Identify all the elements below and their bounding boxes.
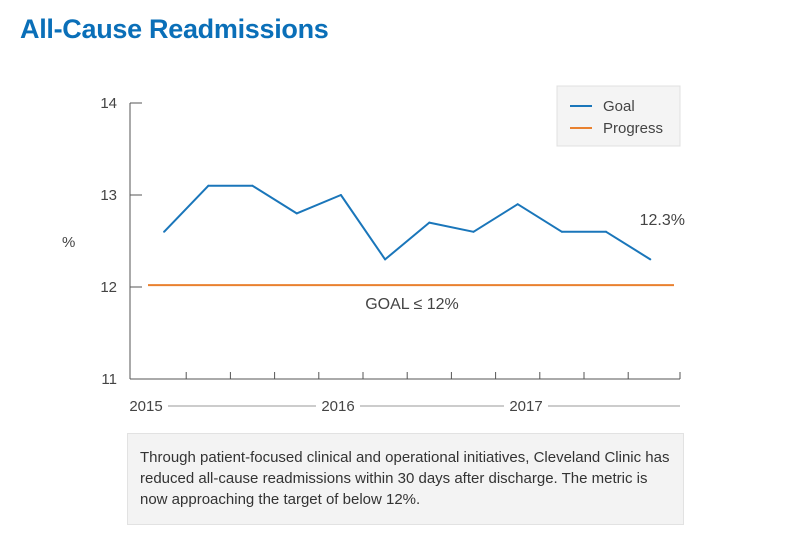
data-point	[472, 230, 475, 233]
data-point	[560, 230, 563, 233]
legend-box	[556, 85, 681, 147]
readmissions-line-chart: 11 12 13 14% 2015 2016 2017 12.3% GOAL ≤ 12% Go…	[62, 85, 685, 415]
legend-label-progress: Progress	[603, 120, 663, 137]
y-tick-label: 11	[101, 371, 117, 388]
x-year-label: 2017	[509, 398, 542, 415]
chart-legend: Goal Progress	[556, 85, 681, 147]
end-value-label: 12.3%	[640, 212, 685, 229]
legend-label-goal: Goal	[603, 98, 635, 115]
data-point	[428, 221, 431, 224]
caption-box: Through patient-focused clinical and ope…	[127, 433, 684, 525]
data-point	[251, 184, 254, 187]
y-tick-label: 12	[100, 279, 117, 296]
data-point	[516, 203, 519, 206]
series-line-goal	[163, 184, 651, 261]
data-point	[649, 258, 652, 261]
goal-line-label: GOAL ≤ 12%	[365, 296, 459, 313]
x-year-label: 2015	[129, 398, 162, 415]
data-point	[163, 230, 166, 233]
data-point	[339, 194, 342, 196]
y-tick-label: 14	[100, 95, 117, 112]
chart-series	[148, 184, 674, 287]
x-year-label: 2016	[321, 398, 354, 415]
y-axis-label: %	[62, 234, 75, 251]
data-point	[207, 184, 210, 187]
data-point	[295, 212, 298, 215]
chart-axes: 11 12 13 14% 2015 2016 2017	[62, 95, 681, 415]
data-point	[605, 230, 608, 233]
data-point	[384, 258, 387, 261]
chart-annotations: 12.3% GOAL ≤ 12%	[365, 212, 685, 313]
y-tick-label: 13	[100, 187, 117, 204]
chart-title: All-Cause Readmissions	[20, 14, 329, 44]
